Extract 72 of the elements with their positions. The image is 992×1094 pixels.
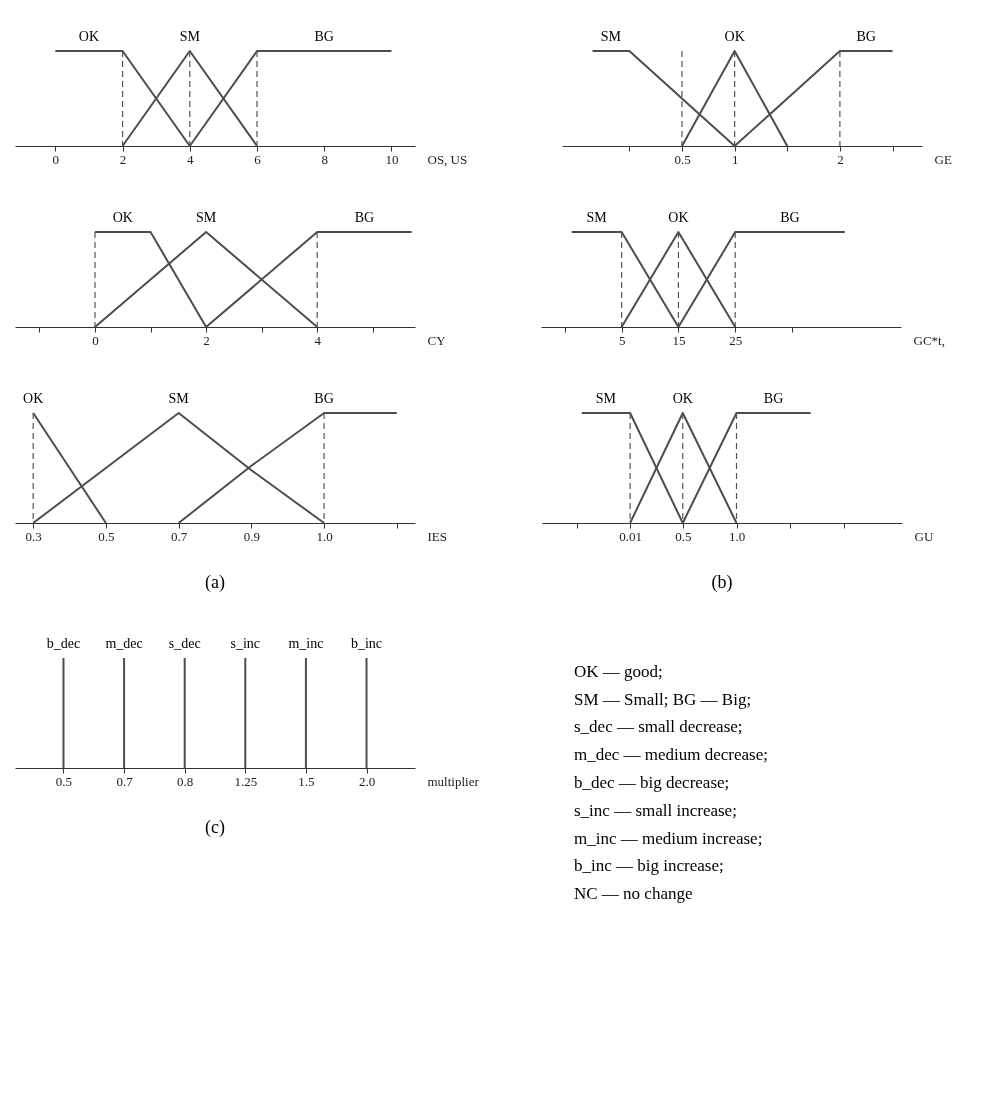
x-tick-label: 0.3: [25, 528, 42, 544]
text: b_inc — big increase;: [574, 856, 724, 876]
series-label: OK: [668, 210, 689, 225]
series-label: s_dec: [168, 636, 201, 651]
series-label: SM: [179, 29, 201, 44]
x-tick-label: 0.5: [98, 528, 115, 544]
x-tick-label: 1.0: [316, 528, 333, 544]
series-label: s_inc: [230, 636, 261, 651]
x-tick-label: 2: [203, 332, 210, 348]
x-axis-title: CY: [427, 332, 447, 348]
series-label: BG: [314, 391, 334, 406]
x-tick-label: 0.7: [116, 773, 134, 789]
series-label: SM: [168, 391, 190, 406]
x-tick-label: 0.5: [55, 773, 73, 789]
x-tick-label: 0.01: [619, 528, 642, 544]
x-axis-title: GE: [934, 151, 952, 167]
x-tick-label: 0.5: [675, 528, 692, 544]
x-tick-label: 5: [618, 332, 626, 348]
text: (a): [205, 572, 225, 593]
series-label: SM: [586, 210, 608, 225]
series-label: m_dec: [105, 636, 143, 651]
x-tick-label: 1.0: [728, 528, 746, 544]
x-axis-title: OS, US: [427, 151, 468, 167]
x-tick-label: 0: [52, 151, 60, 167]
x-tick-label: 8: [321, 151, 328, 167]
series-label: b_inc: [350, 636, 383, 651]
x-tick-label: 0.8: [177, 773, 194, 789]
text: NC — no change: [574, 884, 693, 904]
series-label: m_inc: [288, 636, 324, 651]
series-label: BG: [763, 391, 784, 406]
text: SM — Small; BG — Big;: [574, 689, 752, 709]
series-label: BG: [856, 29, 876, 44]
x-tick-label: 15: [672, 332, 686, 348]
text: OK — good;: [574, 661, 663, 681]
x-tick-label: 10: [385, 151, 399, 167]
x-tick-label: 1.5: [298, 773, 315, 789]
text: m_dec — medium decrease;: [574, 745, 769, 765]
x-tick-label: 0.5: [674, 151, 691, 167]
x-tick-label: 6: [254, 151, 262, 167]
x-tick-label: 2.0: [358, 773, 376, 789]
x-tick-label: 1: [731, 151, 739, 167]
text: (b): [711, 572, 733, 593]
x-axis-title: IES: [427, 528, 447, 544]
text: m_inc — medium increase;: [574, 828, 763, 848]
x-tick-label: 1.25: [234, 773, 258, 789]
text: s_dec — small decrease;: [574, 717, 743, 737]
series-label: SM: [195, 210, 217, 225]
series-label: OK: [112, 210, 133, 225]
x-tick-label: 0.7: [171, 528, 188, 544]
series-label: OK: [724, 29, 745, 44]
x-tick-label: 4: [314, 332, 322, 348]
series-label: SM: [595, 391, 617, 406]
text: b_dec — big decrease;: [574, 773, 730, 792]
series-label: b_dec: [46, 636, 81, 651]
text: s_inc — small increase;: [574, 800, 737, 820]
x-tick-label: 25: [729, 332, 743, 348]
x-tick-label: 2: [837, 151, 844, 167]
series-label: BG: [780, 210, 800, 225]
x-tick-label: 0: [92, 332, 99, 348]
series-label: BG: [314, 29, 334, 44]
series-label: OK: [23, 391, 44, 406]
series-label: SM: [600, 29, 622, 44]
x-tick-label: 2: [119, 151, 127, 167]
series-label: OK: [672, 391, 693, 406]
text: (c): [205, 817, 225, 838]
x-tick-label: 0.9: [243, 528, 260, 544]
series-label: BG: [354, 210, 375, 225]
x-tick-label: 4: [187, 151, 195, 167]
x-axis-title: multiplier: [427, 773, 480, 789]
x-axis-title: GC*t,: [913, 332, 945, 348]
series-label: OK: [78, 29, 100, 44]
x-axis-title: GU: [914, 528, 934, 544]
